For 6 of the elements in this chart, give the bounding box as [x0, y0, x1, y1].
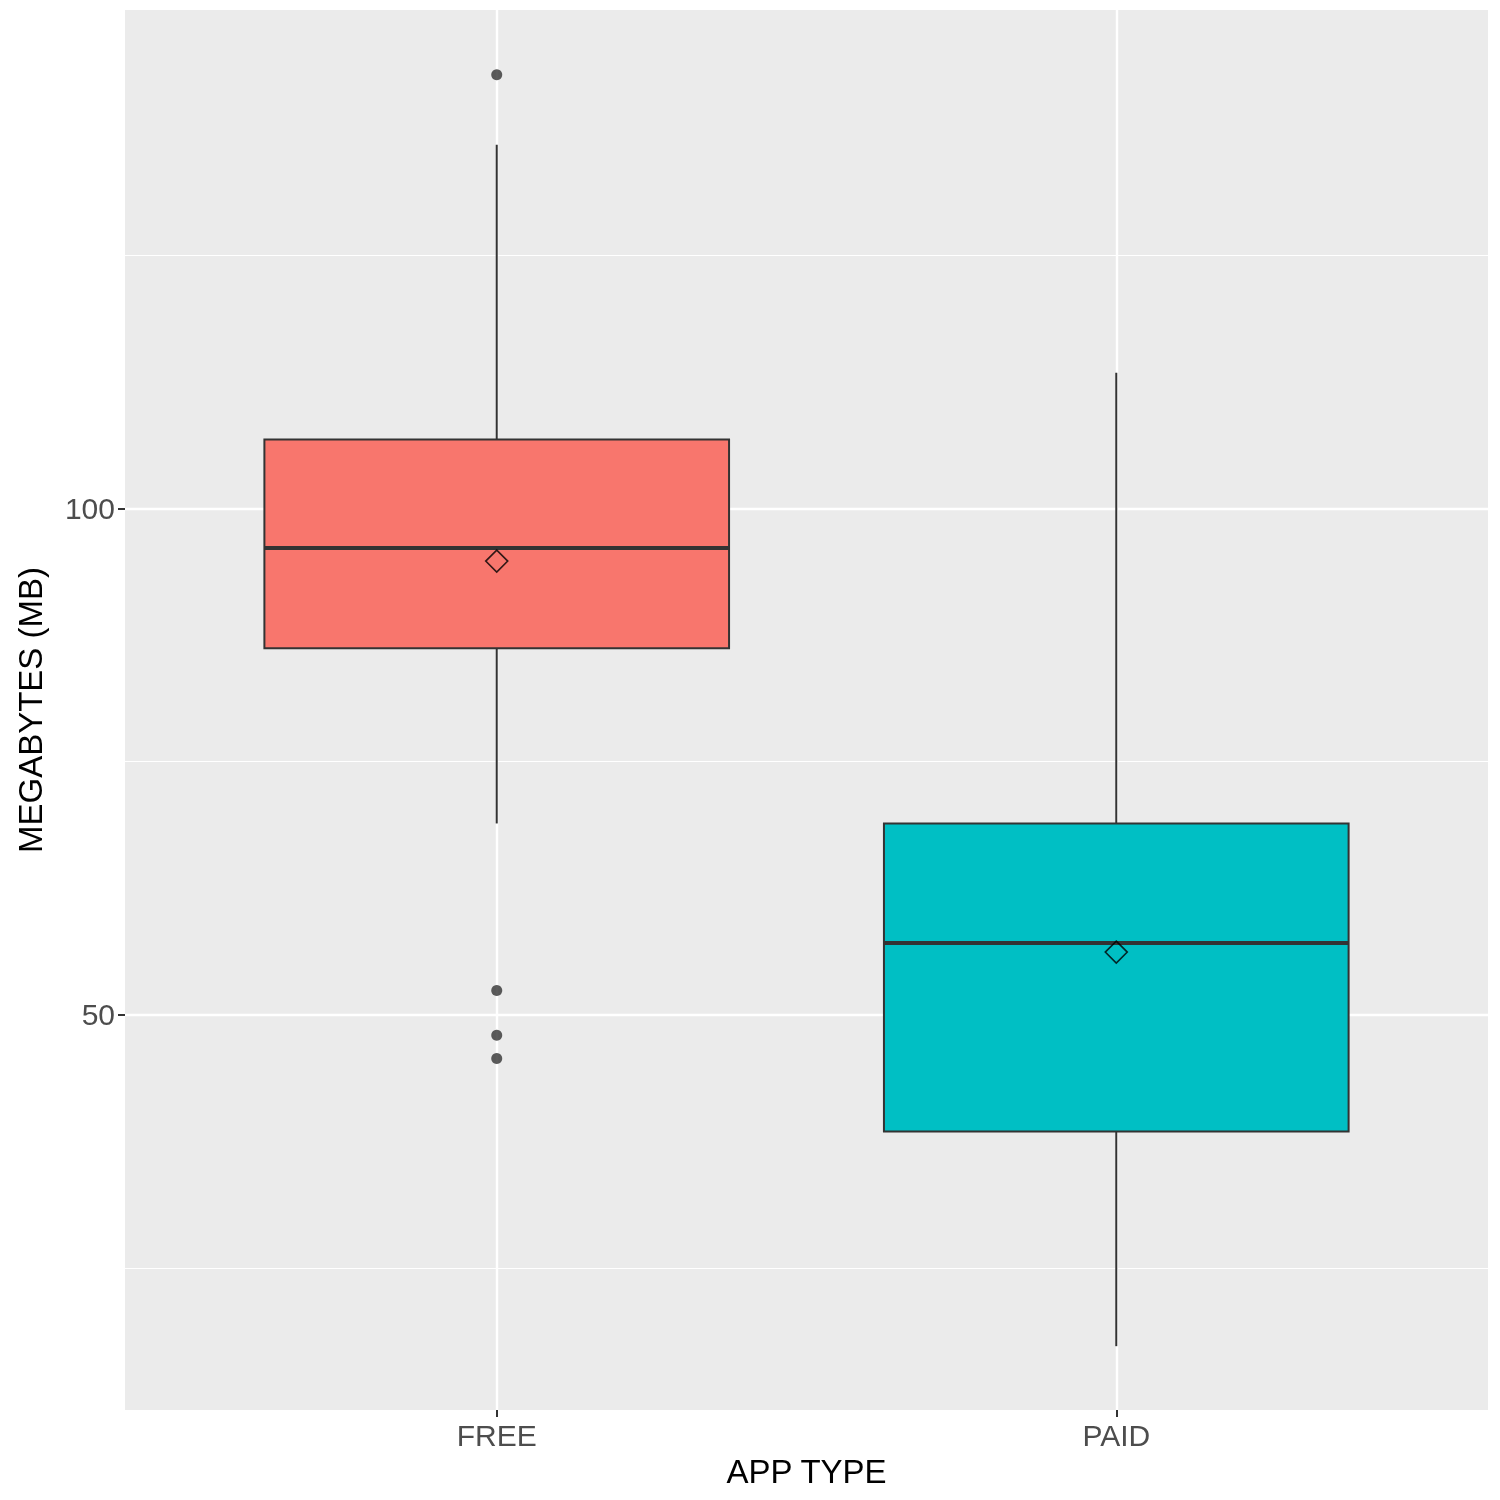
x-tick-label: FREE — [456, 1418, 537, 1452]
x-tick-label: PAID — [1082, 1418, 1151, 1452]
y-axis-title: MEGABYTES (MB) — [12, 566, 49, 854]
y-tick-label: 50 — [81, 998, 115, 1032]
x-axis-title: APP TYPE — [726, 1452, 887, 1490]
y-tick-label: 100 — [64, 491, 115, 525]
